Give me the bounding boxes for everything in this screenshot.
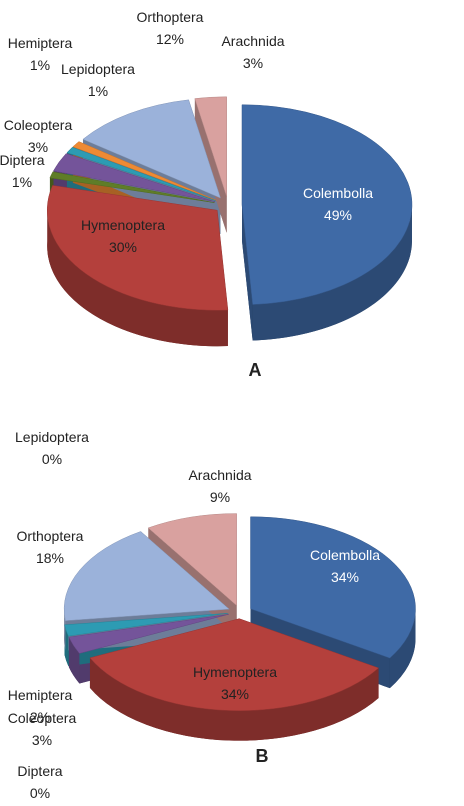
slice-value-label: 1% bbox=[12, 174, 32, 190]
slice-label: Colembolla bbox=[303, 185, 373, 201]
slice-value-label: 0% bbox=[42, 451, 62, 467]
slice-side bbox=[389, 608, 416, 689]
slice-side bbox=[68, 637, 80, 684]
slice bbox=[250, 516, 416, 659]
slice-label: Orthoptera bbox=[17, 528, 84, 544]
slice-label: Orthoptera bbox=[137, 9, 204, 25]
slice-side bbox=[89, 657, 379, 741]
slice-value-label: 30% bbox=[109, 239, 137, 255]
slice-value-label: 34% bbox=[221, 686, 249, 702]
slice-label: Hymenoptera bbox=[81, 217, 165, 233]
slice bbox=[89, 618, 380, 711]
chart-title: B bbox=[256, 746, 269, 766]
slice-value-label: 12% bbox=[156, 31, 184, 47]
slice-value-label: 3% bbox=[28, 139, 48, 155]
slice bbox=[147, 513, 237, 607]
slice-value-label: 1% bbox=[30, 57, 50, 73]
slice bbox=[49, 171, 215, 203]
slice-label: Arachnida bbox=[221, 33, 284, 49]
slice bbox=[194, 96, 227, 197]
slice-label: Lepidoptera bbox=[15, 429, 89, 445]
slice-value-label: 0% bbox=[30, 785, 50, 801]
slice-side bbox=[47, 210, 228, 347]
slice-side bbox=[64, 624, 69, 667]
slice bbox=[64, 613, 229, 637]
slice-value-label: 1% bbox=[88, 83, 108, 99]
slice bbox=[68, 614, 229, 654]
slice bbox=[72, 141, 217, 201]
slice bbox=[63, 531, 230, 621]
slice-value-label: 3% bbox=[243, 55, 263, 71]
slice-value-label: 49% bbox=[324, 207, 352, 223]
slice-label: Hymenoptera bbox=[193, 664, 277, 680]
slice-value-label: 18% bbox=[36, 550, 64, 566]
slice-label: Colembolla bbox=[310, 547, 380, 563]
slice-label: Hemiptera bbox=[8, 687, 73, 703]
slice-label: Arachnida bbox=[188, 467, 251, 483]
pie bbox=[46, 96, 413, 347]
slice-label: Diptera bbox=[17, 763, 62, 779]
slice bbox=[46, 185, 229, 311]
slice-label: Diptera bbox=[0, 152, 45, 168]
slice-edge bbox=[194, 98, 227, 233]
slice bbox=[82, 99, 221, 199]
slice-value-label: 3% bbox=[32, 732, 52, 748]
pie bbox=[63, 513, 416, 741]
slice-side bbox=[252, 204, 412, 341]
slice-value-label: 34% bbox=[331, 569, 359, 585]
slice-value-label: 2% bbox=[30, 709, 50, 725]
slice bbox=[66, 146, 217, 202]
slice-label: Hemiptera bbox=[8, 35, 73, 51]
slice-label: Coleoptera bbox=[4, 117, 73, 133]
slice bbox=[241, 104, 413, 305]
slice-label: Lepidoptera bbox=[61, 61, 135, 77]
slice bbox=[53, 153, 216, 202]
chart-title: A bbox=[249, 360, 262, 380]
slice-edge bbox=[241, 204, 253, 341]
slice-label: Coleoptera bbox=[8, 710, 77, 726]
slice-value-label: 9% bbox=[210, 489, 230, 505]
